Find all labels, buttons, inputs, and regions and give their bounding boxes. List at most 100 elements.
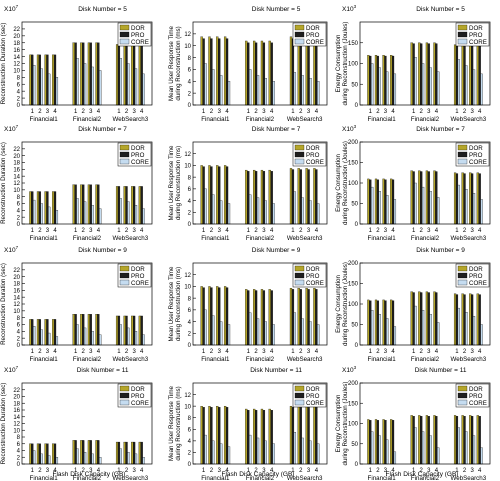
- bar-pro: [391, 55, 395, 106]
- bar-dor: [453, 44, 457, 106]
- bar-dor: [245, 40, 248, 106]
- bar-pro: [307, 169, 310, 225]
- capacity-tick-label: 1: [117, 349, 121, 355]
- legend-label: PRO: [306, 152, 320, 159]
- bar-dor: [253, 169, 256, 225]
- bar-dor: [44, 319, 47, 346]
- axis-exponent: X103: [342, 365, 357, 374]
- y-tick-label: 0: [188, 462, 192, 468]
- legend-swatch-core: [457, 279, 468, 286]
- capacity-tick-label: 1: [369, 109, 373, 115]
- capacity-tick-label: 2: [38, 228, 42, 234]
- bar-pro: [435, 292, 438, 346]
- bar-pro: [202, 287, 205, 346]
- bar-core: [142, 73, 145, 106]
- group-label: Financial2: [246, 356, 275, 363]
- capacity-tick-label: 2: [125, 109, 129, 115]
- y-tick-label: 200: [348, 261, 359, 267]
- bar-dor: [418, 170, 421, 225]
- bar-dor: [469, 415, 472, 465]
- bar-dor: [418, 42, 421, 106]
- bar-dor: [216, 36, 219, 106]
- bar-dor: [313, 168, 316, 225]
- capacity-tick-label: 4: [225, 349, 229, 355]
- bar-pro: [74, 314, 77, 346]
- capacity-tick-label: 4: [97, 228, 101, 234]
- bar-core: [99, 208, 102, 225]
- y-tick-label: 0: [17, 103, 21, 109]
- chart-title: Disk Number = 7: [416, 126, 465, 133]
- bar-pro: [38, 191, 41, 225]
- bar-core: [422, 63, 425, 106]
- bar-core: [119, 58, 122, 106]
- capacity-tick-label: 1: [117, 468, 121, 474]
- bar-pro: [74, 184, 77, 225]
- bar-dor: [268, 40, 271, 106]
- chart-panel: Disk Number = 7 X103 Energy Consumptiondur…: [335, 124, 491, 242]
- capacity-tick-label: 2: [376, 109, 380, 115]
- bar-core: [386, 71, 389, 106]
- legend-swatch-core: [457, 399, 468, 406]
- plot-frame: [21, 262, 153, 346]
- bar-core: [48, 73, 51, 106]
- bar-core: [386, 318, 389, 346]
- capacity-tick-label: 3: [262, 109, 266, 115]
- legend-swatch-dor: [294, 24, 305, 31]
- capacity-tick-label: 2: [210, 349, 214, 355]
- chart-title: Disk Number = 11: [250, 367, 302, 374]
- bar-core: [465, 312, 468, 346]
- bar-pro: [463, 416, 466, 465]
- bar-pro: [291, 407, 295, 465]
- y-axis-label: Energy Consumptionduring Reconstruction …: [335, 22, 349, 106]
- y-tick-label: 22: [13, 27, 20, 33]
- legend-label: CORE: [469, 39, 487, 46]
- bar-dor: [80, 184, 83, 225]
- capacity-tick-label: 3: [384, 109, 388, 115]
- capacity-tick-label: 3: [427, 349, 431, 355]
- bar-dor: [131, 186, 134, 225]
- bar-pro: [31, 319, 34, 346]
- capacity-tick-label: 4: [315, 228, 319, 234]
- capacity-tick-label: 1: [74, 228, 78, 234]
- bar-pro: [202, 38, 205, 106]
- bar-core: [99, 457, 102, 465]
- bar-dor: [253, 40, 256, 106]
- bar-pro: [82, 184, 85, 225]
- capacity-tick-label: 2: [299, 109, 303, 115]
- bar-pro: [307, 289, 310, 346]
- capacity-tick-label: 3: [262, 468, 266, 474]
- bar-dor: [131, 441, 134, 465]
- legend-label: CORE: [131, 39, 149, 46]
- capacity-tick-label: 4: [435, 349, 439, 355]
- bar-dor: [131, 315, 134, 346]
- capacity-tick-label: 2: [376, 468, 380, 474]
- bar-dor: [80, 42, 83, 106]
- bar-pro: [53, 54, 57, 106]
- y-tick-label: 100: [348, 302, 359, 308]
- chart-title: Disk Number = 9: [78, 247, 127, 254]
- bar-pro: [412, 171, 415, 225]
- group-label: WebSearch3: [112, 356, 148, 363]
- bar-core: [317, 324, 320, 346]
- capacity-tick-label: 2: [125, 228, 129, 234]
- bar-core: [393, 199, 397, 225]
- capacity-tick-label: 3: [427, 109, 431, 115]
- bar-core: [378, 435, 381, 465]
- bar-core: [134, 68, 138, 106]
- bar-dor: [425, 170, 428, 225]
- bar-dor: [433, 170, 436, 225]
- legend-swatch-core: [119, 158, 130, 165]
- legend-swatch-dor: [119, 385, 130, 392]
- group-label: WebSearch3: [287, 356, 323, 363]
- capacity-tick-label: 1: [412, 109, 416, 115]
- legend-label: DOR: [469, 145, 483, 152]
- group-label: Financial1: [30, 475, 59, 481]
- legend-swatch-core: [119, 38, 130, 45]
- capacity-tick-label: 4: [315, 468, 319, 474]
- bar-pro: [140, 44, 143, 106]
- bar-dor: [216, 286, 219, 346]
- group-label: Financial1: [368, 116, 397, 123]
- legend-label: DOR: [306, 266, 320, 273]
- group-label: Financial1: [30, 116, 59, 123]
- group-label: Financial2: [73, 356, 102, 363]
